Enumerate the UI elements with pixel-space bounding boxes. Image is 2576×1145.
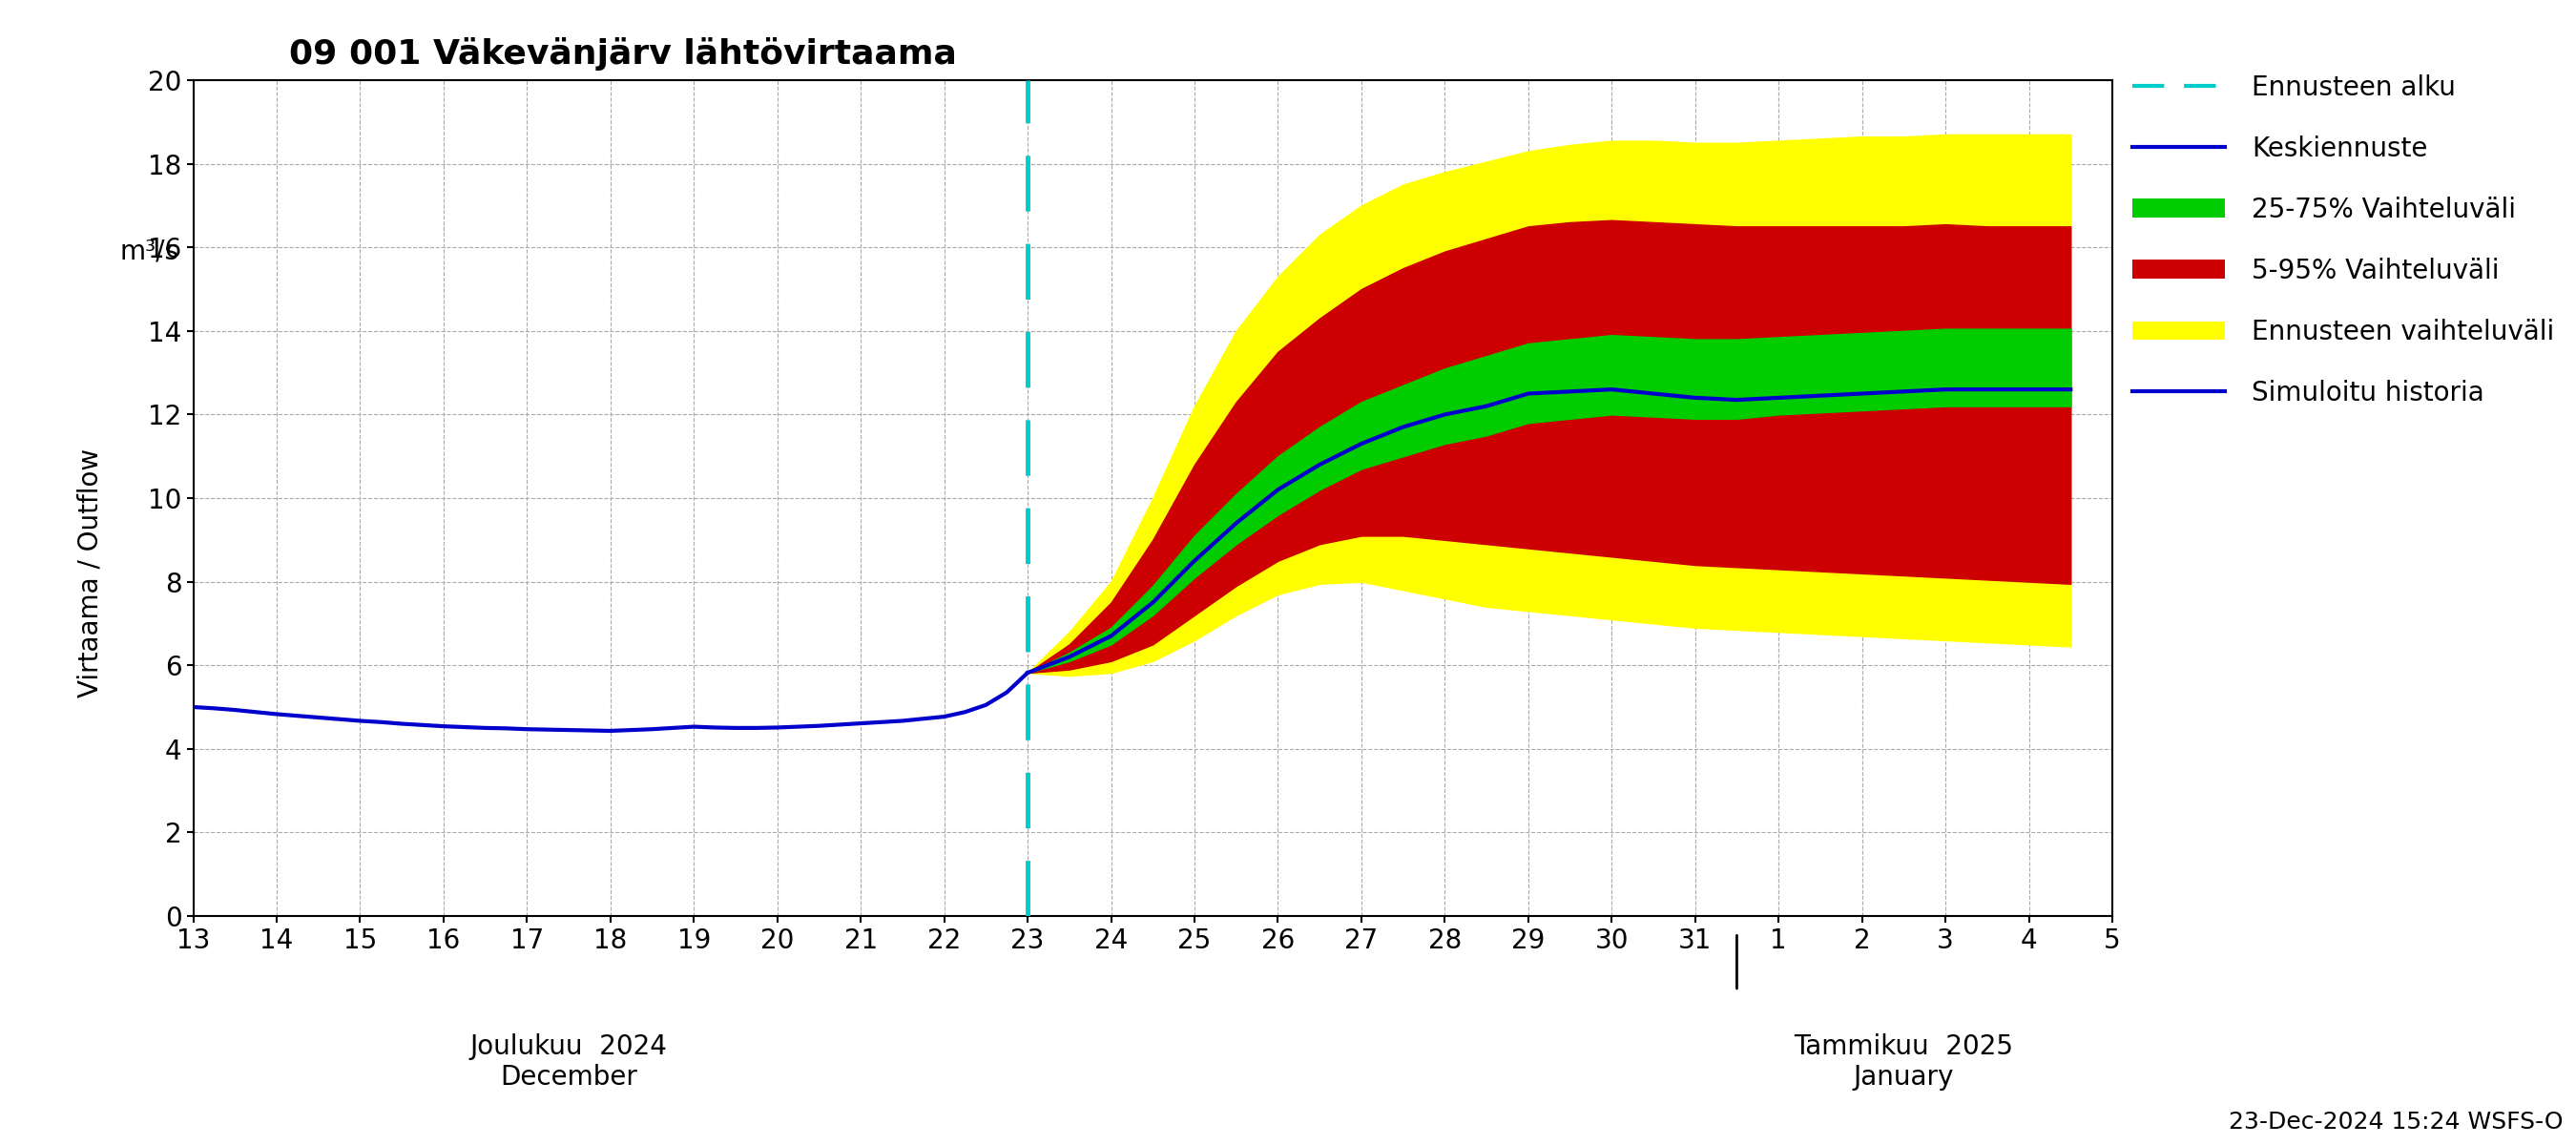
Text: m³/s: m³/s xyxy=(121,238,178,266)
Text: Tammikuu  2025
January: Tammikuu 2025 January xyxy=(1793,1033,2014,1091)
Text: Virtaama / Outflow: Virtaama / Outflow xyxy=(77,448,103,697)
Text: Joulukuu  2024
December: Joulukuu 2024 December xyxy=(469,1033,667,1091)
Text: 23-Dec-2024 15:24 WSFS-O: 23-Dec-2024 15:24 WSFS-O xyxy=(2228,1111,2563,1134)
Legend: Ennusteen alku, Keskiennuste, 25-75% Vaihteluväli, 5-95% Vaihteluväli, Ennusteen: Ennusteen alku, Keskiennuste, 25-75% Vai… xyxy=(2123,63,2566,417)
Text: 09 001 Väkevänjärv lähtövirtaama: 09 001 Väkevänjärv lähtövirtaama xyxy=(289,38,956,71)
